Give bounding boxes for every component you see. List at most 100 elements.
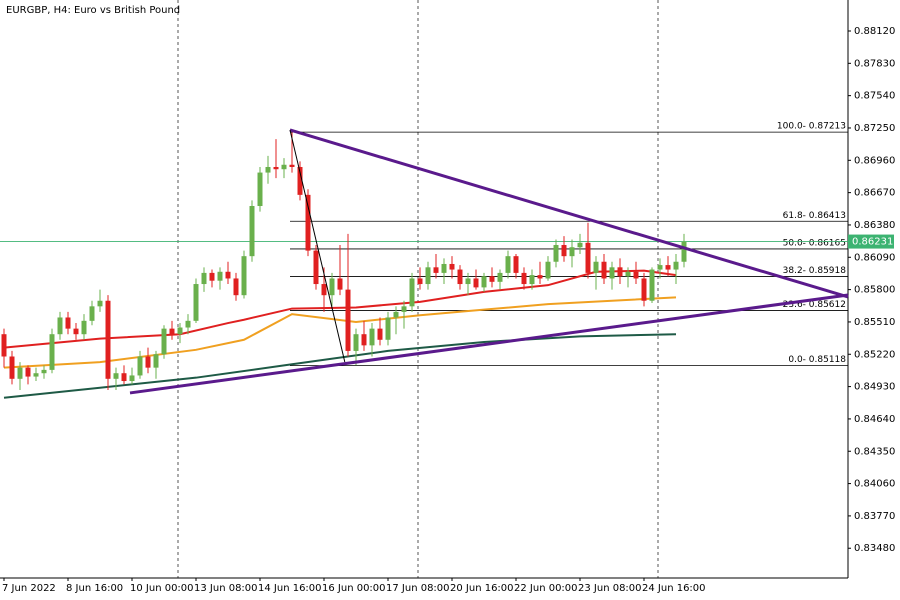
candle-body bbox=[241, 256, 247, 296]
y-tick-label: 0.83770 bbox=[854, 511, 895, 522]
y-tick-label: 0.88120 bbox=[854, 26, 895, 37]
x-tick-label: 17 Jun 08:00 bbox=[386, 583, 450, 594]
x-tick-label: 22 Jun 00:00 bbox=[514, 583, 578, 594]
candle-body bbox=[113, 373, 119, 379]
candle-body bbox=[41, 369, 47, 374]
candle-body bbox=[225, 271, 231, 279]
trendline bbox=[129, 293, 849, 395]
candle-body bbox=[433, 267, 439, 273]
candle-body bbox=[57, 317, 63, 335]
candle-body bbox=[257, 172, 263, 207]
candle-body bbox=[89, 306, 95, 321]
candle-body bbox=[585, 242, 591, 273]
candle-body bbox=[321, 284, 327, 296]
fib-label: 38.2- 0.85918 bbox=[783, 266, 847, 276]
candle-body bbox=[329, 278, 335, 296]
fib-label: 23.6- 0.85612 bbox=[783, 300, 846, 310]
trendline bbox=[289, 129, 346, 363]
candle-body bbox=[465, 278, 471, 285]
x-tick-label: 23 Jun 08:00 bbox=[578, 583, 642, 594]
candle-body bbox=[641, 278, 647, 301]
y-tick-label: 0.87540 bbox=[854, 91, 895, 102]
candle-body bbox=[513, 256, 519, 273]
candle-body bbox=[529, 275, 535, 285]
candle-body bbox=[97, 300, 103, 307]
candle-body bbox=[305, 194, 311, 251]
candle-body bbox=[417, 278, 423, 285]
candle-body bbox=[545, 261, 551, 279]
x-tick-label: 7 Jun 2022 bbox=[2, 583, 56, 594]
candle-body bbox=[657, 265, 663, 270]
fib-label: 61.8- 0.86413 bbox=[783, 211, 846, 221]
candle-body bbox=[25, 367, 31, 377]
candle-body bbox=[625, 271, 631, 277]
candle-body bbox=[105, 300, 111, 379]
candle-body bbox=[673, 261, 679, 270]
candle-body bbox=[177, 327, 183, 335]
candle-body bbox=[649, 269, 655, 301]
x-tick-label: 20 Jun 16:00 bbox=[450, 583, 514, 594]
y-tick-label: 0.87830 bbox=[854, 58, 895, 69]
candle-body bbox=[145, 356, 151, 368]
y-tick-label: 0.83480 bbox=[854, 543, 895, 554]
candle-body bbox=[49, 334, 55, 370]
candle-body bbox=[497, 272, 503, 282]
candle-body bbox=[273, 166, 279, 170]
candle-body bbox=[617, 267, 623, 277]
y-tick-label: 0.86090 bbox=[854, 252, 895, 263]
candle-body bbox=[553, 245, 559, 262]
candle-body bbox=[505, 256, 511, 273]
candle-body bbox=[209, 272, 215, 281]
candle-body bbox=[561, 245, 567, 257]
x-tick-label: 16 Jun 00:00 bbox=[322, 583, 386, 594]
candle-body bbox=[185, 320, 191, 328]
y-tick-label: 0.84640 bbox=[854, 414, 895, 425]
candle-body bbox=[161, 328, 167, 355]
y-tick-label: 0.87250 bbox=[854, 123, 895, 134]
candle-body bbox=[129, 375, 135, 382]
candle-body bbox=[449, 263, 455, 270]
y-tick-label: 0.86960 bbox=[854, 155, 895, 166]
candle-body bbox=[137, 356, 143, 376]
fib-label: 0.0- 0.85118 bbox=[788, 355, 846, 365]
y-tick-label: 0.84350 bbox=[854, 446, 895, 457]
candle-body bbox=[593, 261, 599, 273]
candle-body bbox=[297, 166, 303, 195]
candle-body bbox=[233, 278, 239, 296]
last-price-tag bbox=[848, 234, 894, 249]
candle-body bbox=[489, 276, 495, 282]
candle-body bbox=[425, 267, 431, 285]
fib-label: 50.0- 0.86165 bbox=[783, 238, 846, 248]
y-tick-label: 0.85800 bbox=[854, 285, 895, 296]
candle-body bbox=[481, 276, 487, 288]
candle-body bbox=[265, 166, 271, 173]
candle-body bbox=[393, 311, 399, 318]
last-price-label: 0.86231 bbox=[852, 237, 893, 248]
candle-body bbox=[345, 289, 351, 351]
candle-body bbox=[17, 367, 23, 379]
fib-label: 100.0- 0.87213 bbox=[777, 122, 846, 132]
y-tick-label: 0.84060 bbox=[854, 479, 895, 490]
candle-body bbox=[609, 267, 615, 279]
x-tick-label: 24 Jun 16:00 bbox=[642, 583, 706, 594]
candle-body bbox=[73, 328, 79, 335]
x-tick-label: 10 Jun 00:00 bbox=[130, 583, 194, 594]
x-tick-label: 14 Jun 16:00 bbox=[258, 583, 322, 594]
trendline bbox=[289, 128, 849, 299]
y-tick-label: 0.84930 bbox=[854, 382, 895, 393]
x-tick-label: 8 Jun 16:00 bbox=[66, 583, 123, 594]
candle-body bbox=[353, 334, 359, 351]
candle-body bbox=[681, 241, 687, 262]
candle-body bbox=[337, 278, 343, 290]
candle-body bbox=[633, 271, 639, 279]
candle-body bbox=[665, 265, 671, 270]
y-tick-label: 0.85220 bbox=[854, 349, 895, 360]
candle-body bbox=[601, 261, 607, 279]
candle-body bbox=[537, 275, 543, 279]
candle-body bbox=[65, 317, 71, 329]
candle-body bbox=[9, 356, 15, 379]
chart-title: EURGBP, H4: Euro vs British Pound bbox=[6, 5, 180, 16]
candle-body bbox=[569, 247, 575, 257]
candle-body bbox=[369, 328, 375, 346]
candle-body bbox=[457, 269, 463, 285]
